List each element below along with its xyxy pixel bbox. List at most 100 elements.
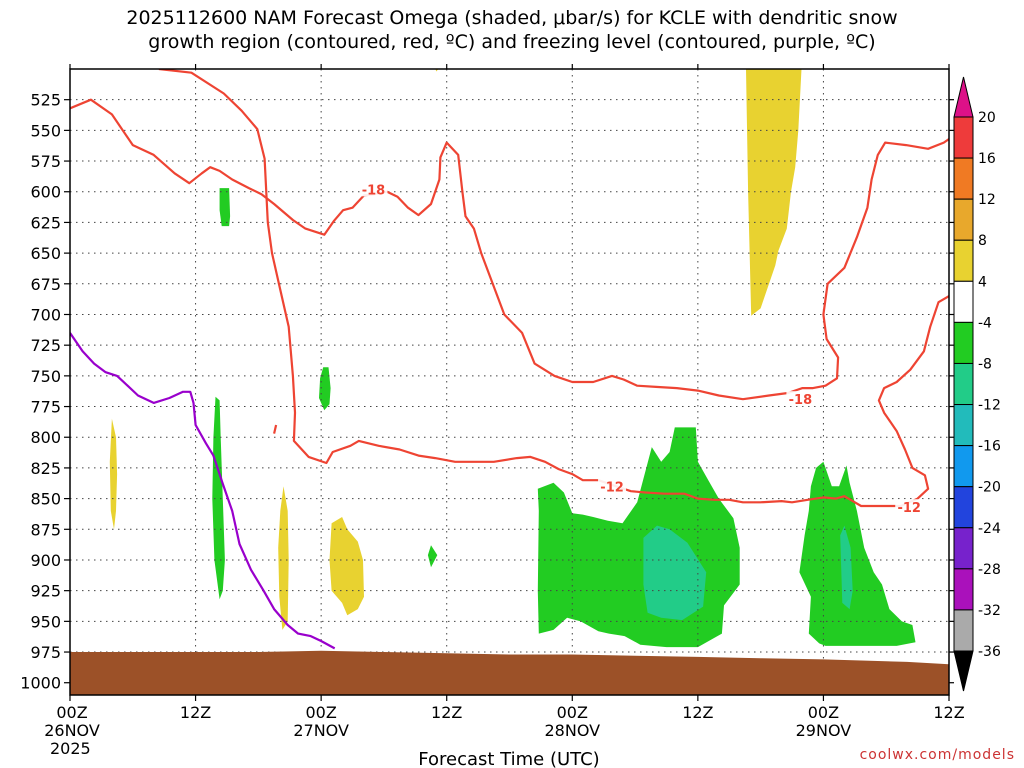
colorbar-bin-5 <box>953 321 974 364</box>
x-tick-label-7: 12Z <box>933 703 964 722</box>
colorbar-bin-6 <box>953 362 974 406</box>
plot-frame <box>69 68 950 696</box>
colorbar-label-0: 20 <box>978 110 996 126</box>
colorbar-label-6: -8 <box>978 356 992 372</box>
dgz-label-bg-0 <box>359 181 388 197</box>
colorbar-label-3: 8 <box>978 233 987 249</box>
y-tick-label-950: 950 <box>30 612 61 631</box>
chart-title: 2025112600 NAM Forecast Omega (shaded, μ… <box>0 6 1024 54</box>
omega-region-7 <box>212 396 225 600</box>
omega-region-5 <box>219 188 231 227</box>
x-tick-label-3: 12Z <box>431 703 462 722</box>
colorbar-label-1: 16 <box>978 151 996 167</box>
x-tick-label-2: 00Z <box>305 703 336 722</box>
y-tick-label-600: 600 <box>30 183 61 202</box>
title-line-1: 2025112600 NAM Forecast Omega (shaded, μ… <box>126 7 898 29</box>
colorbar-label-9: -20 <box>978 480 1001 496</box>
colorbar-label-5: -4 <box>978 315 992 331</box>
colorbar-bin-4 <box>953 280 974 323</box>
colorbar-bin-8 <box>953 445 974 488</box>
colorbar: 20 16 12 8 4 -4 -8 -12 -16 -20 -24 -28 -32 -36 <box>953 76 1001 692</box>
colorbar-bin-7 <box>953 404 974 447</box>
colorbar-bin-10 <box>953 527 974 570</box>
x-tick-date-4: 28NOV <box>544 721 600 740</box>
y-tick-label-1000: 1000 <box>20 674 61 693</box>
colorbar-label-2: 12 <box>978 192 996 208</box>
y-tick-label-700: 700 <box>30 305 61 324</box>
x-tick-label-0: 00Z <box>56 703 87 722</box>
y-tick-label-650: 650 <box>30 244 61 263</box>
y-tick-label-575: 575 <box>30 152 61 171</box>
colorbar-bin-11 <box>953 568 974 611</box>
x-tick-label-6: 00Z <box>808 703 839 722</box>
dgz-contour-1 <box>158 69 949 508</box>
contours: -18 -18 -12 -12 <box>70 69 949 650</box>
colorbar-bin-1 <box>953 157 974 200</box>
y-axis: 525 550 575 600 625 650 675 700 725 750 775 800 825 8… <box>20 91 954 693</box>
y-tick-label-750: 750 <box>30 367 61 386</box>
omega-region-0 <box>746 69 802 316</box>
omega-region-12 <box>840 525 853 610</box>
y-tick-label-675: 675 <box>30 275 61 294</box>
dgz-label-bg-2 <box>598 478 627 494</box>
colorbar-bin-3 <box>953 239 974 282</box>
plot-border <box>69 68 950 696</box>
dgz-label-2: -12 <box>600 480 624 495</box>
y-tick-label-850: 850 <box>30 490 61 509</box>
y-tick-label-525: 525 <box>30 91 61 110</box>
freezing-level-contour <box>70 332 336 650</box>
omega-shading <box>109 69 916 648</box>
colorbar-bin-9 <box>953 486 974 529</box>
dgz-label-3: -12 <box>897 501 921 516</box>
colorbar-bin-2 <box>953 198 974 241</box>
x-tick-date-6: 29NOV <box>796 721 852 740</box>
y-tick-label-900: 900 <box>30 551 61 570</box>
omega-region-2 <box>109 418 118 530</box>
x-tick-date-2: 27NOV <box>293 721 349 740</box>
omega-region-8 <box>427 545 438 568</box>
colorbar-bin-12 <box>953 609 974 652</box>
y-tick-label-825: 825 <box>30 459 61 478</box>
y-tick-label-550: 550 <box>30 121 61 140</box>
dgz-label-1: -18 <box>789 393 813 408</box>
terrain-surface <box>70 650 949 695</box>
x-tick-label-4: 00Z <box>557 703 588 722</box>
omega-region-9 <box>537 427 740 648</box>
dgz-contour-2 <box>273 424 278 434</box>
colorbar-label-10: -24 <box>978 521 1001 537</box>
x-axis-title: Forecast Time (UTC) <box>418 749 599 768</box>
y-tick-label-775: 775 <box>30 398 61 417</box>
x-tick-date-0: 26NOV <box>44 721 100 740</box>
y-tick-label-625: 625 <box>30 213 61 232</box>
omega-region-10 <box>799 461 916 646</box>
title-line-2: growth region (contoured, red, ºC) and f… <box>148 31 876 53</box>
dgz-label-bg-3 <box>895 499 924 515</box>
omega-region-6 <box>319 367 331 411</box>
terrain-fill <box>70 650 949 695</box>
y-tick-label-925: 925 <box>30 582 61 601</box>
x-tick-year-0: 2025 <box>50 739 91 758</box>
colorbar-label-7: -12 <box>978 398 1001 414</box>
colorbar-top-arrow <box>953 76 974 118</box>
y-tick-label-800: 800 <box>30 428 61 447</box>
colorbar-label-11: -28 <box>978 562 1001 578</box>
omega-region-3 <box>278 486 289 630</box>
colorbar-bottom-arrow <box>953 650 974 692</box>
dgz-contour-0 <box>70 98 949 401</box>
colorbar-label-12: -32 <box>978 603 1001 619</box>
x-tick-label-5: 12Z <box>682 703 713 722</box>
y-tick-label-725: 725 <box>30 336 61 355</box>
colorbar-bin-0 <box>953 116 974 159</box>
x-tick-label-1: 12Z <box>180 703 211 722</box>
omega-region-11 <box>643 525 707 621</box>
y-tick-label-975: 975 <box>30 643 61 662</box>
dgz-label-bg-1 <box>786 391 815 407</box>
y-tick-label-875: 875 <box>30 520 61 539</box>
colorbar-label-13: -36 <box>978 644 1001 660</box>
colorbar-label-4: 4 <box>978 274 987 290</box>
colorbar-label-8: -16 <box>978 439 1001 455</box>
credit-link[interactable]: coolwx.com/models <box>860 747 1015 763</box>
dgz-label-0: -18 <box>362 183 386 198</box>
